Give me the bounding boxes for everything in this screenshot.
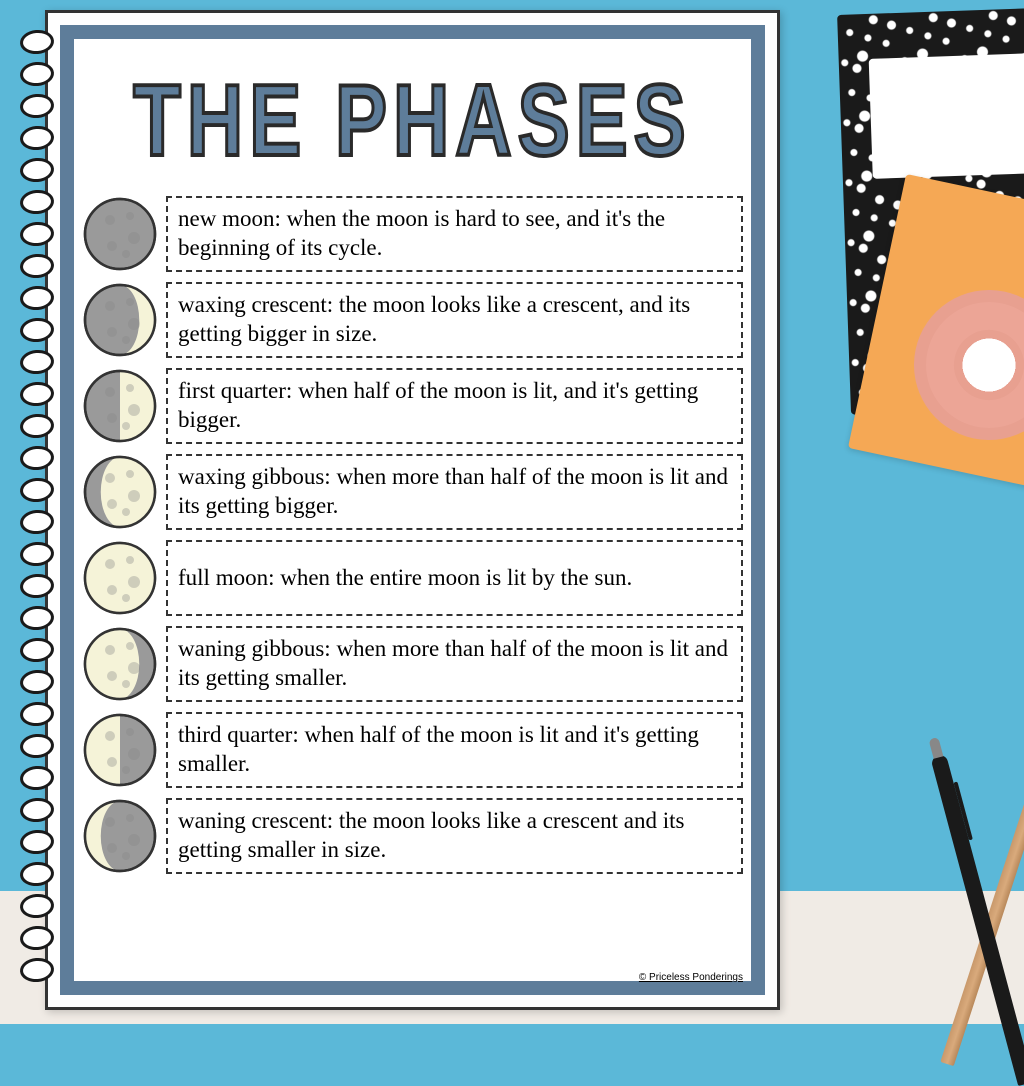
phase-row: new moon: when the moon is hard to see, …: [82, 196, 743, 272]
worksheet-notebook: THE PHASES new moon: when the moon is ha…: [20, 10, 780, 1010]
third-quarter-icon: [82, 712, 158, 788]
page-title: THE PHASES: [82, 51, 743, 180]
phase-row: waxing gibbous: when more than half of t…: [82, 454, 743, 530]
phase-description: first quarter: when half of the moon is …: [166, 368, 743, 444]
phase-description: third quarter: when half of the moon is …: [166, 712, 743, 788]
waxing-crescent-icon: [82, 282, 158, 358]
phase-row: full moon: when the entire moon is lit b…: [82, 540, 743, 616]
phase-description: waning gibbous: when more than half of t…: [166, 626, 743, 702]
waxing-gibbous-icon: [82, 454, 158, 530]
phase-description: waxing gibbous: when more than half of t…: [166, 454, 743, 530]
phase-description: new moon: when the moon is hard to see, …: [166, 196, 743, 272]
phase-description: full moon: when the entire moon is lit b…: [166, 540, 743, 616]
phase-row: first quarter: when half of the moon is …: [82, 368, 743, 444]
phase-description: waxing crescent: the moon looks like a c…: [166, 282, 743, 358]
first-quarter-icon: [82, 368, 158, 444]
waning-crescent-icon: [82, 798, 158, 874]
credit-text: © Priceless Ponderings: [639, 972, 743, 983]
worksheet-page: THE PHASES new moon: when the moon is ha…: [45, 10, 780, 1010]
full-moon-icon: [82, 540, 158, 616]
waning-gibbous-icon: [82, 626, 158, 702]
new-moon-icon: [82, 196, 158, 272]
phase-description: waning crescent: the moon looks like a c…: [166, 798, 743, 874]
phase-row: waning crescent: the moon looks like a c…: [82, 798, 743, 874]
phase-row: third quarter: when half of the moon is …: [82, 712, 743, 788]
spiral-binding: [20, 30, 60, 990]
phases-list: new moon: when the moon is hard to see, …: [82, 196, 743, 874]
phase-row: waning gibbous: when more than half of t…: [82, 626, 743, 702]
phase-row: waxing crescent: the moon looks like a c…: [82, 282, 743, 358]
pen-prop: [930, 754, 1024, 1086]
